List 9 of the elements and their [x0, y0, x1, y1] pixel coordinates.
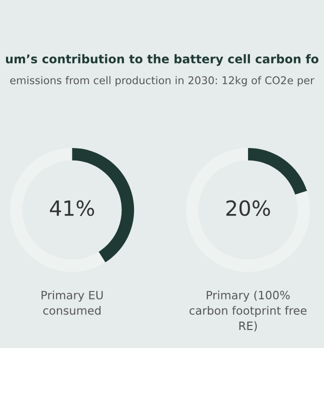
donut-slice — [248, 148, 307, 195]
text: emissions from cell production in 2030: 12kg of CO2e per — [10, 76, 314, 86]
text: Primary EU consumed — [42, 290, 103, 315]
donut-slice — [10, 148, 106, 272]
donut-slice — [186, 148, 310, 272]
text: um’s contribution to the battery cell carbon fo — [6, 54, 318, 66]
data-label: 20% — [226, 200, 270, 216]
data-label: 41% — [50, 200, 94, 216]
text: Primary (100% carbon footprint free RE) — [190, 290, 307, 332]
